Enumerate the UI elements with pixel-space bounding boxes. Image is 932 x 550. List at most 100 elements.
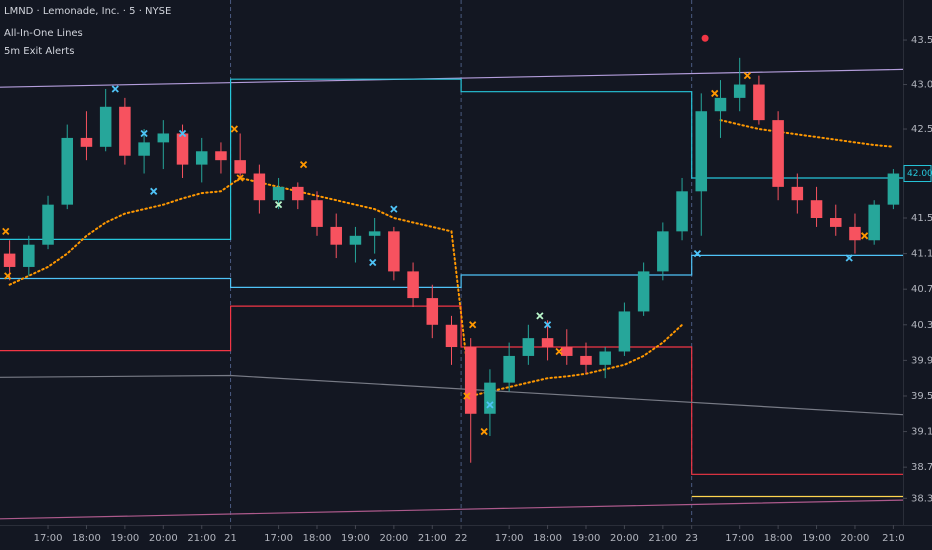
exit-alert (369, 258, 377, 267)
candle-body (637, 271, 650, 312)
y-tick-label: 42.50 (911, 124, 932, 135)
candle-body (330, 226, 342, 245)
candle-body (887, 173, 900, 205)
candle-body (253, 173, 266, 201)
candle-body (580, 355, 592, 365)
indicator-name: 5m Exit Alerts (4, 46, 74, 57)
y-tick-label: 39.10 (911, 427, 932, 438)
exit-alert (236, 174, 244, 182)
candle-body (407, 271, 419, 299)
x-tick-label: 20:00 (149, 533, 178, 544)
level-line (0, 374, 904, 416)
level-line (0, 68, 904, 88)
y-tick-label: 40.30 (911, 320, 932, 331)
x-tick-label: 21:00 (648, 533, 677, 544)
x-tick-label: 18:00 (533, 533, 562, 544)
x-tick-label: 21 (224, 533, 237, 544)
candle-body (522, 338, 535, 356)
exit-alert (390, 205, 398, 213)
candle-body (849, 226, 861, 241)
y-tick-label: 38.70 (911, 462, 932, 473)
candle-body (272, 186, 285, 201)
candle-body (119, 106, 131, 156)
x-tick-label: 20:00 (841, 533, 870, 544)
exit-alert (111, 85, 119, 93)
candle-body (42, 204, 54, 245)
exit-alert (536, 312, 544, 320)
candle-body (868, 204, 880, 241)
dotted-line (719, 119, 895, 148)
exit-alert (543, 321, 552, 329)
candle-body (3, 253, 16, 267)
last-price-box (903, 165, 932, 183)
x-tick-label: 22 (455, 533, 468, 544)
level-line (0, 254, 903, 288)
y-tick-label: 38.35 (911, 493, 932, 504)
candle-body (753, 84, 765, 121)
x-tick-label: 19:00 (572, 533, 601, 544)
x-tick-label: 18:00 (72, 533, 101, 544)
y-tick-label: 41.50 (911, 213, 932, 224)
candle-body (311, 200, 323, 227)
y-tick-label: 41.10 (911, 249, 932, 260)
candle-body (157, 133, 170, 143)
chart-title: LMND · Lemonade, Inc. · 5 · NYSE (4, 6, 171, 17)
plot-area (0, 0, 904, 525)
x-tick-label: 19:00 (110, 533, 139, 544)
exit-alert (178, 129, 187, 138)
exit-alert (230, 125, 239, 133)
candle-body (215, 151, 227, 161)
candle-body (657, 231, 669, 272)
exit-alert (693, 249, 702, 258)
candle-body (733, 84, 746, 98)
candle-body (23, 244, 35, 267)
x-tick-label: 17:00 (725, 533, 754, 544)
exit-alert (274, 201, 283, 209)
candle-body (349, 235, 362, 245)
candle-body (714, 97, 727, 112)
exit-alert (468, 321, 477, 329)
exit-alert (486, 401, 494, 409)
candle-body (541, 338, 554, 348)
candle-body (618, 311, 631, 352)
x-tick-label: 19:00 (341, 533, 370, 544)
exit-alert (463, 392, 471, 400)
candle-body (464, 347, 477, 414)
level-line (0, 305, 903, 475)
candle-body (388, 231, 400, 272)
level-line (0, 78, 903, 240)
y-tick-label: 43.00 (911, 80, 932, 91)
exit-alert (480, 427, 488, 436)
x-tick-label: 17:00 (495, 533, 524, 544)
candle-body (368, 231, 381, 236)
x-tick-label: 18:00 (303, 533, 332, 544)
last-price-label: 42.00 (907, 169, 932, 179)
candle-body (484, 382, 496, 414)
candle-body (426, 298, 439, 325)
candle-body (791, 186, 804, 201)
candle-body (561, 347, 573, 356)
exit-alert (150, 187, 158, 195)
y-tick-label: 39.90 (911, 355, 932, 366)
exit-alert (4, 272, 12, 280)
exit-alert (140, 129, 148, 138)
candle-body (599, 351, 611, 365)
indicator-name: All-In-One Lines (4, 28, 83, 39)
candle-body (138, 142, 150, 156)
candle-body (99, 106, 112, 147)
exit-alert (299, 160, 308, 169)
candle-body (810, 200, 823, 219)
candle-body (176, 133, 189, 165)
signal-dot (701, 34, 709, 42)
x-tick-label: 21:00 (187, 533, 216, 544)
x-tick-label: 17:00 (264, 533, 293, 544)
level-line (0, 499, 904, 520)
dotted-line (8, 176, 684, 398)
exit-alert (743, 71, 752, 80)
candle-body (292, 186, 304, 201)
x-tick-label: 21:0 (882, 533, 904, 544)
y-tick-label: 40.70 (911, 284, 932, 295)
x-tick-label: 17:00 (34, 533, 63, 544)
x-tick-label: 18:00 (764, 533, 793, 544)
